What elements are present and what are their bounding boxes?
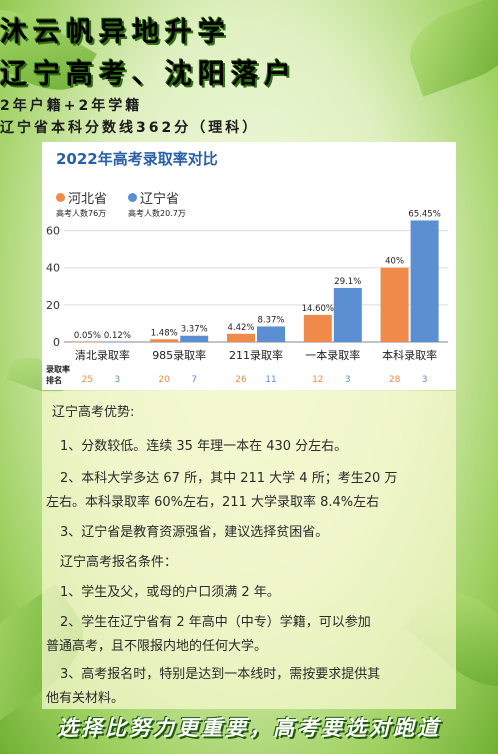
advantage-1: 1、分数较低。连续 35 年理一本在 430 分左右。 — [60, 439, 348, 454]
bar-liaoning — [180, 335, 209, 342]
rank-value: 26 — [235, 375, 247, 385]
legend-swatch-liaoning — [128, 193, 137, 202]
condition-3: 3、高考报名时，特别是达到一本线时，需按要求提供其 — [60, 667, 381, 682]
rank-value: 7 — [191, 375, 197, 385]
condition-2-cont: 普通高考，且不限报内地的任何大学。 — [46, 639, 268, 654]
data-label: 40% — [385, 257, 404, 267]
rank-value: 11 — [265, 375, 276, 385]
header-score-line: 辽宁省本科分数线362分（理科） — [0, 120, 260, 136]
y-tick-label: 0 — [53, 336, 60, 349]
rank-value: 25 — [82, 375, 93, 385]
info-panel: 辽宁高考优势: 1、分数较低。连续 35 年理一本在 430 分左右。 2、本科… — [42, 391, 456, 709]
data-label: 1.48% — [151, 328, 178, 338]
y-tick-label: 40 — [46, 262, 60, 275]
legend-sub-hebei: 高考人数76万 — [56, 209, 107, 218]
bar-liaoning — [333, 287, 362, 342]
rank-value: 20 — [158, 375, 170, 385]
data-label: 0.12% — [104, 331, 131, 341]
x-tick-label: 211录取率 — [229, 348, 283, 362]
rank-value: 3 — [115, 375, 121, 385]
legend-sub-liaoning: 高考人数20.7万 — [128, 209, 186, 218]
bar-liaoning — [103, 341, 132, 343]
rank-value: 3 — [422, 375, 428, 385]
data-label: 65.45% — [408, 209, 440, 219]
bar-hebei — [227, 333, 255, 342]
bar-hebei — [303, 314, 332, 342]
bar-liaoning — [257, 326, 285, 342]
x-tick-label: 清北录取率 — [75, 348, 130, 362]
advantage-2: 2、本科大学多达 67 所，其中 211 大学 4 所；考生20 万 — [60, 471, 398, 486]
advantage-2-cont: 左右。本科录取率 60%左右，211 大学录取率 8.4%左右 — [46, 495, 380, 510]
legend-item-hebei: 河北省 高考人数76万 — [56, 188, 108, 218]
chart-title: 2022年高考录取率对比 — [56, 150, 218, 168]
rank-value: 28 — [389, 375, 401, 385]
condition-1: 1、学生及父，或母的户口须满 2 年。 — [60, 585, 280, 600]
bar-chart: 0 20 40 60 0.05% 25 0.12% 3 清北录取率 1.48% 20 3.37% 7 98… — [46, 209, 448, 385]
rank-label: 排名 — [46, 375, 62, 385]
x-tick-label: 一本录取率 — [305, 348, 360, 362]
bar-hebei — [73, 341, 102, 343]
data-label: 3.37% — [181, 325, 208, 335]
legend-item-liaoning: 辽宁省 高考人数20.7万 — [128, 188, 186, 218]
rank-label: 录取率 — [46, 364, 70, 374]
bar-liaoning — [410, 220, 439, 342]
bar-hebei — [150, 339, 179, 342]
header-title: 沐云帆异地升学 — [0, 17, 231, 48]
bar-hebei — [380, 267, 409, 342]
header-note: 2年户籍+2年学籍 — [0, 98, 143, 114]
rank-value: 12 — [312, 375, 323, 385]
y-tick-label: 20 — [46, 299, 60, 312]
condition-3-cont: 他有关材料。 — [46, 691, 125, 706]
section-title-advantages: 辽宁高考优势: — [52, 405, 135, 420]
x-tick-label: 985录取率 — [152, 348, 206, 362]
section-title-conditions: 辽宁高考报名条件： — [60, 555, 178, 570]
advantage-3: 3、辽宁省是教育资源强省，建议选择贫困省。 — [60, 525, 329, 540]
data-label: 29.1% — [334, 277, 361, 287]
data-label: 8.37% — [257, 315, 284, 325]
data-label: 0.05% — [74, 331, 101, 341]
header-subtitle: 辽宁高考、沈阳落户 — [0, 59, 297, 90]
data-label: 4.42% — [227, 323, 254, 333]
legend-label-hebei: 河北省 — [68, 192, 108, 207]
y-tick-label: 60 — [46, 225, 60, 238]
rank-value: 3 — [345, 375, 351, 385]
chart-panel: 2022年高考录取率对比 河北省 高考人数76万 辽宁省 高考人数20.7万 0… — [42, 142, 456, 390]
x-tick-label: 本科录取率 — [382, 348, 437, 362]
condition-2: 2、学生在辽宁省有 2 年高中（中专）学籍，可以参加 — [60, 615, 371, 630]
legend-label-liaoning: 辽宁省 — [140, 192, 180, 207]
data-label: 14.60% — [302, 304, 334, 314]
footer-slogan: 选择比努力更重要，高考要选对跑道 — [57, 716, 441, 740]
legend-swatch-hebei — [56, 193, 65, 202]
